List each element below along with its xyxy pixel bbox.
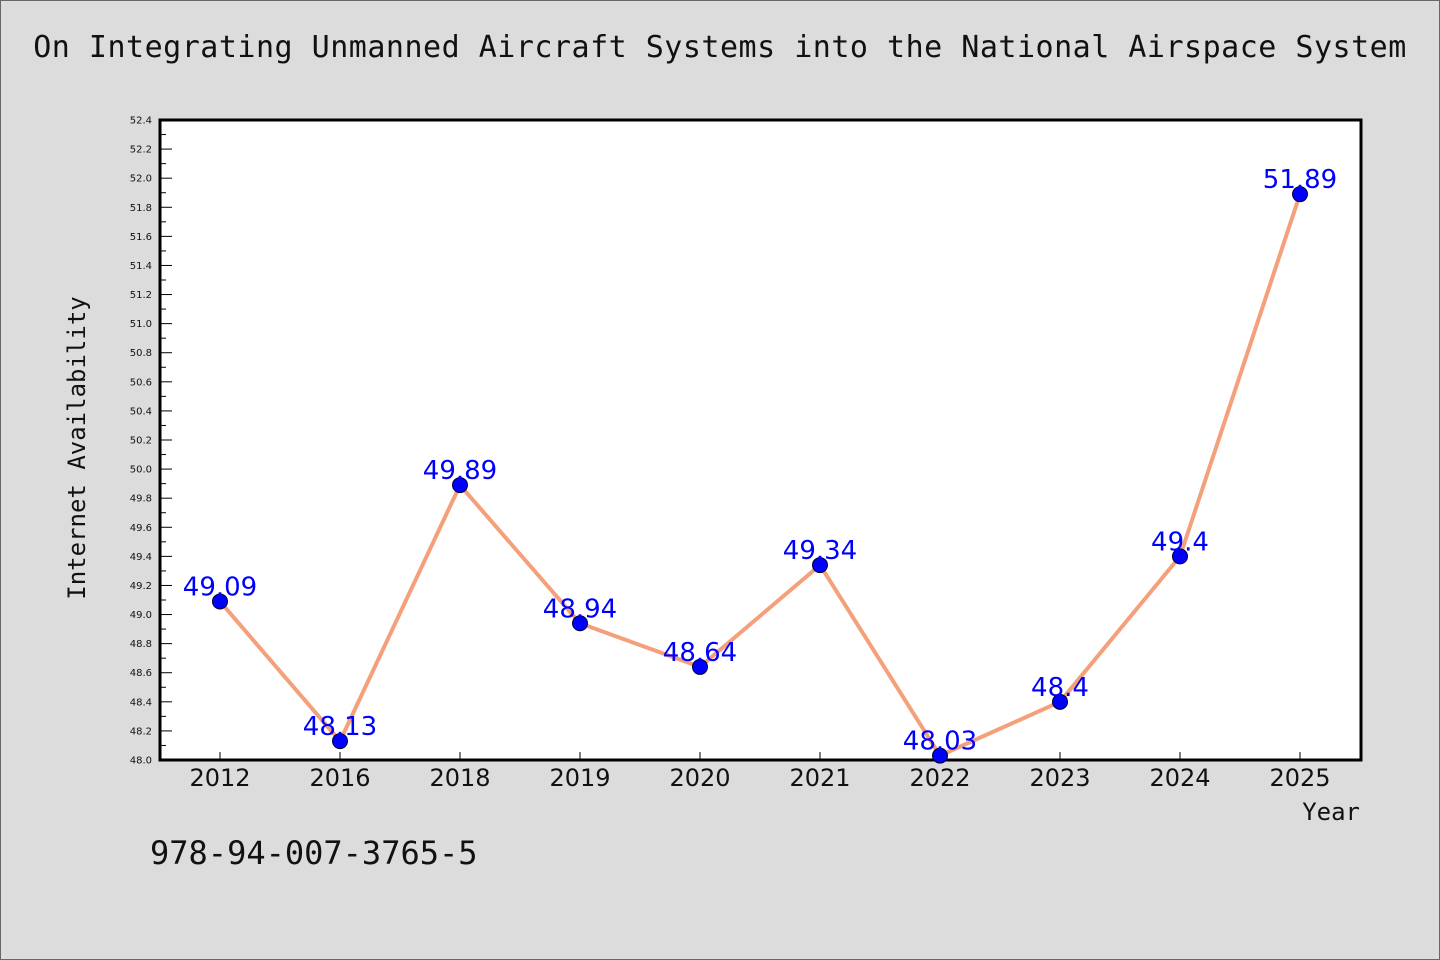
x-axis: 2012 2016 2018 2019 2020 2021 2022 2023 2024 2025 bbox=[189, 752, 1331, 792]
y-tick-label: 50.4 bbox=[130, 406, 152, 417]
x-tick-label: 2024 bbox=[1149, 764, 1210, 792]
data-label: 49.09 bbox=[183, 572, 257, 602]
y-axis: 48.0 48.2 48.4 48.6 48.8 49.0 49.2 49.4 49.6 49.8… bbox=[130, 116, 172, 767]
data-point bbox=[932, 747, 948, 764]
x-tick-label: 2012 bbox=[189, 764, 250, 792]
chart-title: On Integrating Unmanned Aircraft Systems… bbox=[33, 30, 1407, 65]
x-tick-label: 2025 bbox=[1269, 764, 1330, 792]
data-point bbox=[1172, 548, 1188, 565]
y-tick-label: 51.2 bbox=[130, 290, 152, 301]
data-point bbox=[1292, 186, 1308, 203]
data-label: 48.03 bbox=[903, 727, 977, 757]
y-tick-label: 49.6 bbox=[130, 523, 152, 534]
y-tick-label: 51.8 bbox=[130, 203, 152, 214]
data-point bbox=[212, 593, 228, 610]
x-tick-label: 2019 bbox=[549, 764, 610, 792]
data-label: 49.34 bbox=[783, 536, 857, 566]
y-tick-label: 51.0 bbox=[130, 319, 152, 330]
y-tick-label: 48.6 bbox=[130, 668, 152, 679]
data-label: 48.4 bbox=[1031, 673, 1089, 703]
data-label: 49.89 bbox=[423, 456, 497, 486]
data-label: 48.94 bbox=[543, 594, 617, 624]
y-tick-label: 51.4 bbox=[130, 261, 152, 272]
data-labels: 49.09 48.13 49.89 48.94 48.64 49.34 48.03 48.4 4… bbox=[183, 165, 1337, 756]
y-tick-label: 52.4 bbox=[130, 116, 152, 127]
x-tick-label: 2020 bbox=[669, 764, 730, 792]
series-path bbox=[218, 193, 1302, 758]
y-tick-label: 49.2 bbox=[130, 581, 152, 592]
y-axis-title: Internet Availability bbox=[63, 296, 91, 599]
series-line bbox=[212, 186, 1308, 764]
y-tick-label: 50.0 bbox=[130, 465, 152, 476]
y-tick-label: 48.4 bbox=[130, 697, 152, 708]
data-label: 48.13 bbox=[303, 712, 377, 742]
data-point bbox=[812, 557, 828, 574]
plot-area bbox=[158, 118, 1363, 762]
y-tick-label: 48.8 bbox=[130, 639, 152, 650]
y-tick-label: 52.2 bbox=[130, 145, 152, 156]
y-tick-label: 50.2 bbox=[130, 436, 152, 447]
y-tick-label: 50.6 bbox=[130, 377, 152, 388]
data-point bbox=[692, 658, 708, 675]
y-tick-label: 48.2 bbox=[130, 726, 152, 737]
x-tick-label: 2018 bbox=[429, 764, 490, 792]
x-tick-label: 2022 bbox=[909, 764, 970, 792]
x-axis-title: Year bbox=[1302, 798, 1360, 826]
y-tick-label: 50.8 bbox=[130, 348, 152, 359]
data-point bbox=[1052, 693, 1068, 710]
data-point bbox=[452, 477, 468, 494]
y-tick-label: 51.6 bbox=[130, 232, 152, 243]
data-point bbox=[572, 615, 588, 632]
x-tick-label: 2016 bbox=[309, 764, 370, 792]
y-tick-label: 49.4 bbox=[130, 552, 152, 563]
y-tick-label: 49.8 bbox=[130, 494, 152, 505]
data-label: 49.4 bbox=[1151, 527, 1209, 557]
y-tick-label: 52.0 bbox=[130, 174, 152, 185]
y-tick-label: 49.0 bbox=[130, 610, 152, 621]
isbn-text: 978-94-007-3765-5 bbox=[150, 834, 478, 872]
y-tick-label: 48.0 bbox=[130, 756, 152, 767]
data-point bbox=[332, 733, 348, 750]
x-tick-label: 2023 bbox=[1029, 764, 1090, 792]
data-label: 51.89 bbox=[1263, 165, 1337, 195]
data-label: 48.64 bbox=[663, 638, 737, 668]
x-tick-label: 2021 bbox=[789, 764, 850, 792]
